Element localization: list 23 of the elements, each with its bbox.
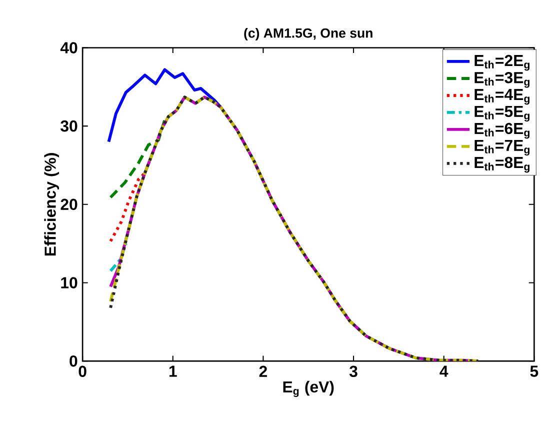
x-tick-label: 0 [78, 366, 86, 378]
x-tick-label: 4 [440, 366, 448, 377]
legend-label: E$_{th}$=6E$_{g}$ [474, 123, 530, 139]
x-tick-label: 5 [530, 366, 538, 377]
legend-label: E$_{th}$=8E$_{g}$ [474, 157, 530, 173]
legend-label: E$_{th}$=7E$_{g}$ [474, 140, 530, 156]
legend-label: E$_{th}$=2E$_{g}$ [474, 55, 530, 71]
legend-label: E$_{th}$=5E$_{g}$ [474, 106, 530, 122]
y-tick-label: 40 [60, 42, 78, 54]
x-axis-title: E$_{g}$ (eV) [283, 380, 334, 398]
legend-label: E$_{th}$=4E$_{g}$ [474, 89, 530, 105]
y-tick-label: 10 [61, 277, 78, 288]
line-series [107, 68, 222, 144]
y-axis-title: Efficiency (%) [44, 153, 60, 256]
x-tick-label: 3 [349, 366, 358, 378]
x-tick-label: 2 [259, 366, 267, 378]
x-tick-label: 1 [169, 366, 177, 377]
legend-label: E$_{th}$=3E$_{g}$ [474, 72, 530, 88]
y-tick-label: 30 [60, 120, 78, 132]
y-tick-label: 20 [60, 198, 78, 210]
line-series [109, 118, 166, 199]
y-tick-label: 0 [70, 356, 78, 367]
chart-title: (c) AM1.5G, One sun [244, 28, 372, 41]
